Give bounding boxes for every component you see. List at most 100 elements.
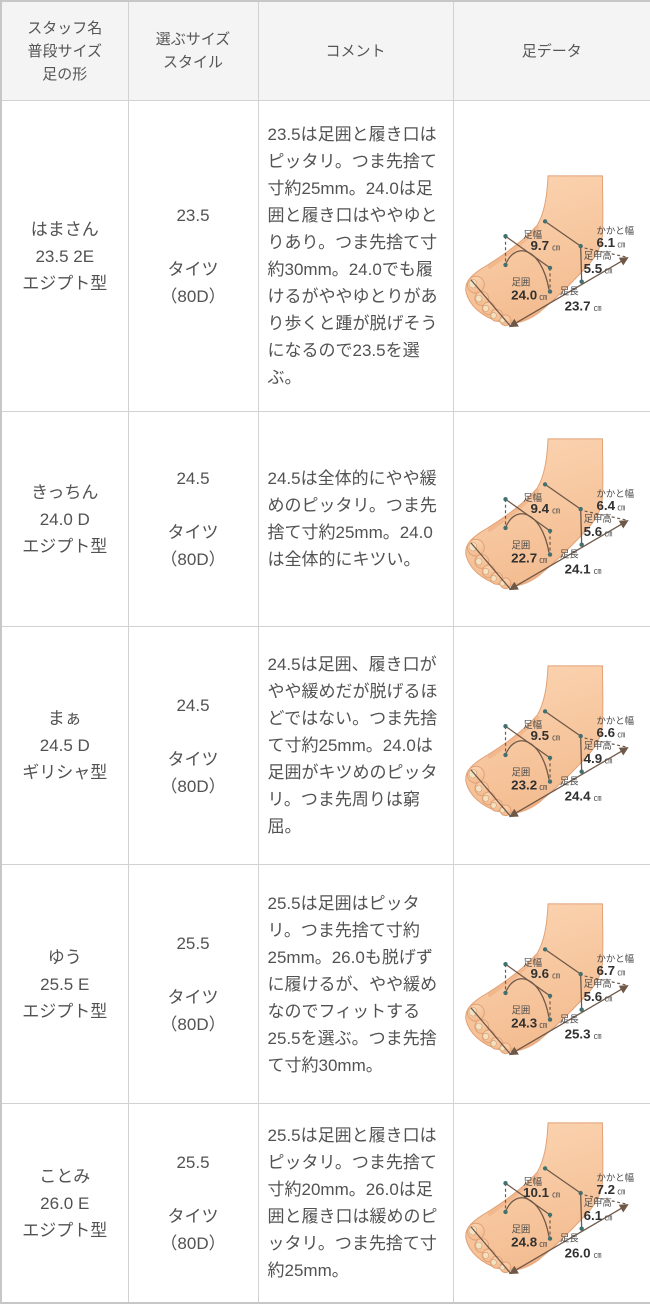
comment-cell: 23.5は足囲と履き口はピッタリ。つま先捨て寸約25mm。24.0は足囲と履き口… bbox=[257, 100, 454, 412]
foot-diagram: 足幅 9.7 ㎝ かかと幅 6.1 ㎝ 足甲高 5.5 ㎝ 足囲 24.0 ㎝ … bbox=[465, 175, 634, 328]
foot-girth-label: 足囲 bbox=[511, 1005, 530, 1016]
instep-height-value: 6.1 bbox=[583, 1208, 602, 1223]
staff-foot-shape: エジプト型 bbox=[22, 1001, 108, 1021]
unit-cm: ㎝ bbox=[604, 1213, 612, 1222]
foot-length-label: 足長 bbox=[560, 1233, 579, 1244]
comment-cell: 25.5は足囲と履き口はピッタリ。つま先捨て寸約20mm。26.0は足囲と履き口… bbox=[257, 1103, 454, 1304]
foot-girth-value: 24.3 bbox=[511, 1016, 537, 1031]
header-text: 普段サイズ bbox=[27, 42, 103, 60]
unit-cm: ㎝ bbox=[604, 266, 612, 275]
foot-diagram: 足幅 9.5 ㎝ かかと幅 6.6 ㎝ 足甲高 4.9 ㎝ 足囲 23.2 ㎝ … bbox=[465, 664, 634, 817]
table-row: きっちん 24.0 D エジプト型 24.5 タイツ （80D） 24.5は全体… bbox=[0, 411, 650, 627]
foot-length-value: 23.7 bbox=[564, 298, 590, 313]
foot-girth-value: 23.2 bbox=[511, 777, 537, 792]
instep-height-label: 足甲高 bbox=[583, 978, 611, 989]
chosen-size-value: 24.5 bbox=[176, 695, 210, 715]
foot-width-value: 9.5 bbox=[530, 728, 549, 743]
unit-cm: ㎝ bbox=[539, 1240, 547, 1249]
foot-measurements: 足幅 9.6 ㎝ かかと幅 6.7 ㎝ 足甲高 5.6 ㎝ 足囲 24.3 ㎝ … bbox=[470, 947, 634, 1056]
chosen-size-cell: 23.5 タイツ （80D） bbox=[127, 100, 259, 412]
foot-diagram: 足幅 9.4 ㎝ かかと幅 6.4 ㎝ 足甲高 5.6 ㎝ 足囲 22.7 ㎝ … bbox=[465, 438, 634, 591]
foot-girth-value: 22.7 bbox=[511, 551, 537, 566]
header-text: 選ぶサイズ bbox=[155, 31, 231, 48]
instep-height-value: 5.5 bbox=[583, 261, 602, 276]
staff-usual-size: 26.0 E bbox=[40, 1193, 90, 1213]
unit-cm: ㎝ bbox=[604, 529, 612, 538]
foot-width-value: 9.6 bbox=[530, 966, 549, 981]
unit-cm: ㎝ bbox=[593, 303, 601, 312]
style-name: タイツ bbox=[167, 260, 219, 279]
style-denier: （80D） bbox=[160, 1015, 226, 1034]
heel-width-value: 6.4 bbox=[596, 498, 615, 513]
foot-length-label: 足長 bbox=[560, 775, 579, 786]
comment-cell: 24.5は全体的にやや緩めのピッタリ。つま先捨て寸約25mm。24.0は全体的に… bbox=[257, 411, 454, 627]
foot-diagram: 足幅 9.6 ㎝ かかと幅 6.7 ㎝ 足甲高 5.6 ㎝ 足囲 24.3 ㎝ … bbox=[465, 903, 634, 1056]
instep-height-value: 5.6 bbox=[583, 524, 602, 539]
foot-girth-value: 24.0 bbox=[511, 288, 537, 303]
foot-width-label: 足幅 bbox=[523, 957, 542, 968]
foot-length-label: 足長 bbox=[560, 1014, 579, 1025]
chosen-size-cell: 25.5 タイツ （80D） bbox=[127, 1103, 259, 1304]
staff-foot-shape: エジプト型 bbox=[22, 273, 108, 293]
heel-width-value: 6.1 bbox=[596, 235, 615, 250]
unit-cm: ㎝ bbox=[552, 506, 560, 515]
style-denier: （80D） bbox=[160, 776, 226, 796]
unit-cm: ㎝ bbox=[593, 1031, 601, 1040]
staff-usual-size: 23.5 2E bbox=[35, 246, 95, 266]
unit-cm: ㎝ bbox=[539, 1021, 547, 1030]
style-name: タイツ bbox=[167, 749, 219, 769]
unit-cm: ㎝ bbox=[539, 293, 547, 302]
table-row: ことみ 26.0 E エジプト型 25.5 タイツ （80D） 25.5は足囲と… bbox=[0, 1103, 650, 1304]
foot-diagram: 足幅 10.1 ㎝ かかと幅 7.2 ㎝ 足甲高 6.1 ㎝ 足囲 24.8 ㎝… bbox=[465, 1122, 634, 1275]
heel-width-value: 6.6 bbox=[596, 725, 615, 740]
unit-cm: ㎝ bbox=[617, 503, 625, 512]
foot-width-label: 足幅 bbox=[523, 719, 542, 730]
foot-data-cell: 足幅 9.6 ㎝ かかと幅 6.7 ㎝ 足甲高 5.6 ㎝ 足囲 24.3 ㎝ … bbox=[452, 864, 650, 1104]
chosen-size-cell: 25.5 タイツ （80D） bbox=[127, 864, 259, 1104]
unit-cm: ㎝ bbox=[604, 755, 612, 764]
staff-name: はまさん bbox=[30, 219, 99, 239]
unit-cm: ㎝ bbox=[617, 1187, 625, 1196]
unit-cm: ㎝ bbox=[604, 994, 612, 1003]
foot-girth-label: 足囲 bbox=[511, 766, 530, 777]
unit-cm: ㎝ bbox=[593, 566, 601, 575]
foot-width-value: 9.4 bbox=[530, 501, 549, 516]
instep-height-label: 足甲高 bbox=[583, 739, 611, 750]
foot-length-label: 足長 bbox=[560, 549, 579, 560]
unit-cm: ㎝ bbox=[539, 782, 547, 791]
unit-cm: ㎝ bbox=[593, 793, 601, 802]
instep-height-value: 5.6 bbox=[583, 989, 602, 1004]
unit-cm: ㎝ bbox=[552, 733, 560, 742]
heel-width-label: かかと幅 bbox=[596, 715, 634, 726]
style-denier: （80D） bbox=[160, 1234, 226, 1253]
foot-width-value: 9.7 bbox=[530, 238, 549, 253]
staff-cell: ことみ 26.0 E エジプト型 bbox=[0, 1103, 129, 1304]
foot-data-cell: 足幅 10.1 ㎝ かかと幅 7.2 ㎝ 足甲高 6.1 ㎝ 足囲 24.8 ㎝… bbox=[452, 1103, 650, 1304]
foot-length-value: 25.3 bbox=[564, 1026, 590, 1041]
foot-width-label: 足幅 bbox=[523, 1176, 542, 1187]
instep-height-label: 足甲高 bbox=[583, 513, 611, 524]
header-col-comment: コメント bbox=[257, 0, 454, 101]
foot-length-label: 足長 bbox=[560, 286, 579, 297]
unit-cm: ㎝ bbox=[593, 1250, 601, 1259]
comment-cell: 24.5は足囲、履き口がやや緩めだが脱げるほどではない。つま先捨て寸約25mm。… bbox=[257, 626, 454, 865]
header-text: 足の形 bbox=[42, 65, 88, 83]
foot-measurements: 足幅 9.7 ㎝ かかと幅 6.1 ㎝ 足甲高 5.5 ㎝ 足囲 24.0 ㎝ … bbox=[470, 219, 634, 328]
heel-width-label: かかと幅 bbox=[596, 225, 634, 236]
instep-height-label: 足甲高 bbox=[583, 250, 611, 261]
instep-height-label: 足甲高 bbox=[583, 1197, 611, 1208]
header-col-footdata: 足データ bbox=[452, 0, 650, 101]
header-col-size: 選ぶサイズ スタイル bbox=[127, 0, 259, 101]
staff-usual-size: 24.5 D bbox=[39, 736, 90, 755]
foot-measurements: 足幅 9.5 ㎝ かかと幅 6.6 ㎝ 足甲高 4.9 ㎝ 足囲 23.2 ㎝ … bbox=[470, 708, 634, 817]
chosen-size-cell: 24.5 タイツ （80D） bbox=[127, 626, 259, 865]
table-row: はまさん 23.5 2E エジプト型 23.5 タイツ （80D） 23.5は足… bbox=[0, 100, 650, 412]
style-denier: （80D） bbox=[160, 550, 226, 569]
table-row: ゆう 25.5 E エジプト型 25.5 タイツ （80D） 25.5は足囲はピ… bbox=[0, 864, 650, 1104]
unit-cm: ㎝ bbox=[617, 730, 625, 739]
heel-width-value: 7.2 bbox=[596, 1182, 615, 1197]
style-name: タイツ bbox=[167, 1207, 219, 1226]
table-row: まぁ 24.5 D ギリシャ型 24.5 タイツ （80D） 24.5は足囲、履… bbox=[0, 626, 650, 865]
style-name: タイツ bbox=[167, 523, 219, 542]
